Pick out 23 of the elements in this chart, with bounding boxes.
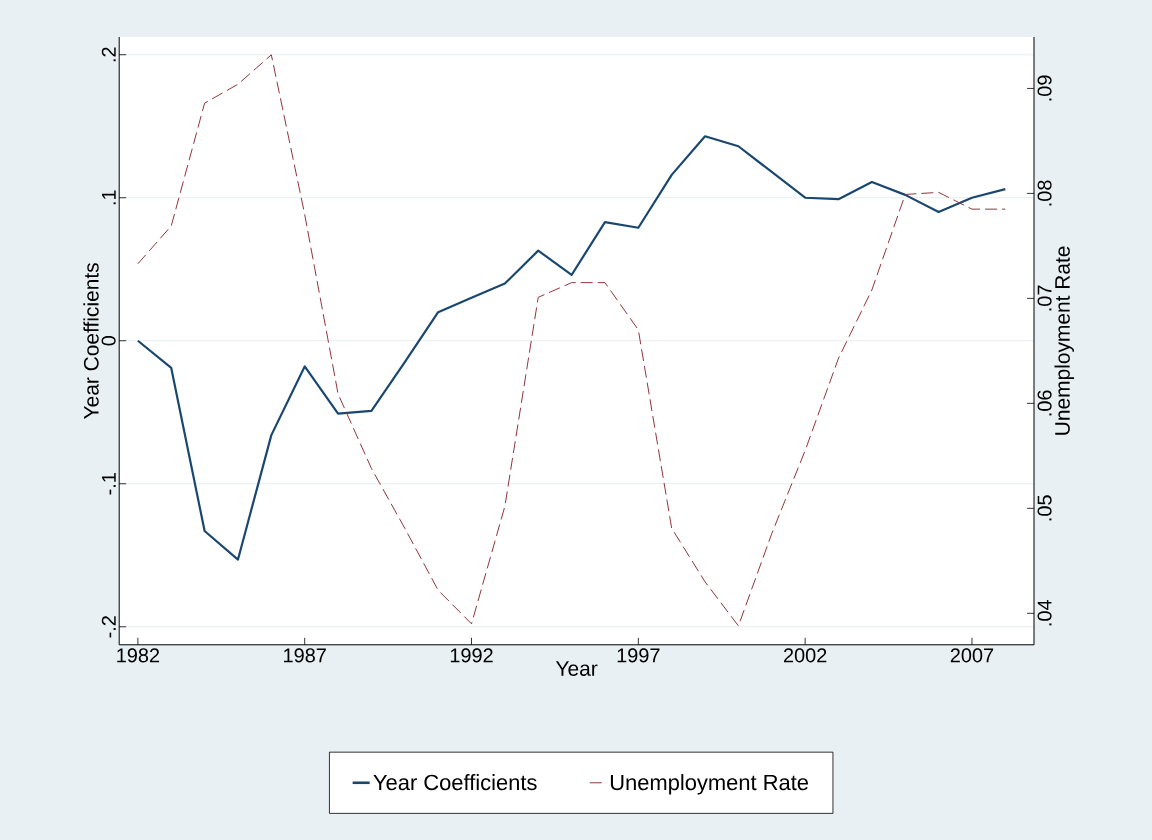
- y-tick-label: -.2: [101, 616, 116, 638]
- y2-tick-label: .07: [1037, 285, 1052, 311]
- y-tick-label: -.1: [101, 473, 116, 495]
- legend-label: Unemployment Rate: [610, 774, 808, 795]
- y2-tick-label: .04: [1037, 600, 1052, 626]
- y-tick-label: .2: [101, 47, 116, 62]
- y2-tick-label: .09: [1037, 75, 1052, 101]
- y-tick-label: .1: [101, 190, 116, 205]
- legend-label: Year Coefficients: [373, 774, 537, 791]
- x-tick-label: 2007: [950, 648, 994, 663]
- y2-tick-label: .08: [1037, 180, 1052, 206]
- x-tick-label: 1997: [617, 648, 660, 663]
- x-tick-label: 1982: [117, 648, 160, 663]
- x-tick-label: 1992: [450, 648, 493, 663]
- y2-tick-label: .06: [1037, 390, 1052, 416]
- y2-axis-title: Unemployment Rate: [1054, 246, 1074, 435]
- y-tick-label: 0: [101, 335, 116, 346]
- y-axis-title: Year Coefficients: [83, 263, 99, 419]
- line-series: [137, 54, 1006, 627]
- x-tick-label: 1987: [284, 648, 326, 663]
- x-axis-title: Year: [555, 661, 598, 676]
- x-tick-label: 2002: [783, 648, 827, 663]
- y2-tick-label: .05: [1037, 495, 1052, 521]
